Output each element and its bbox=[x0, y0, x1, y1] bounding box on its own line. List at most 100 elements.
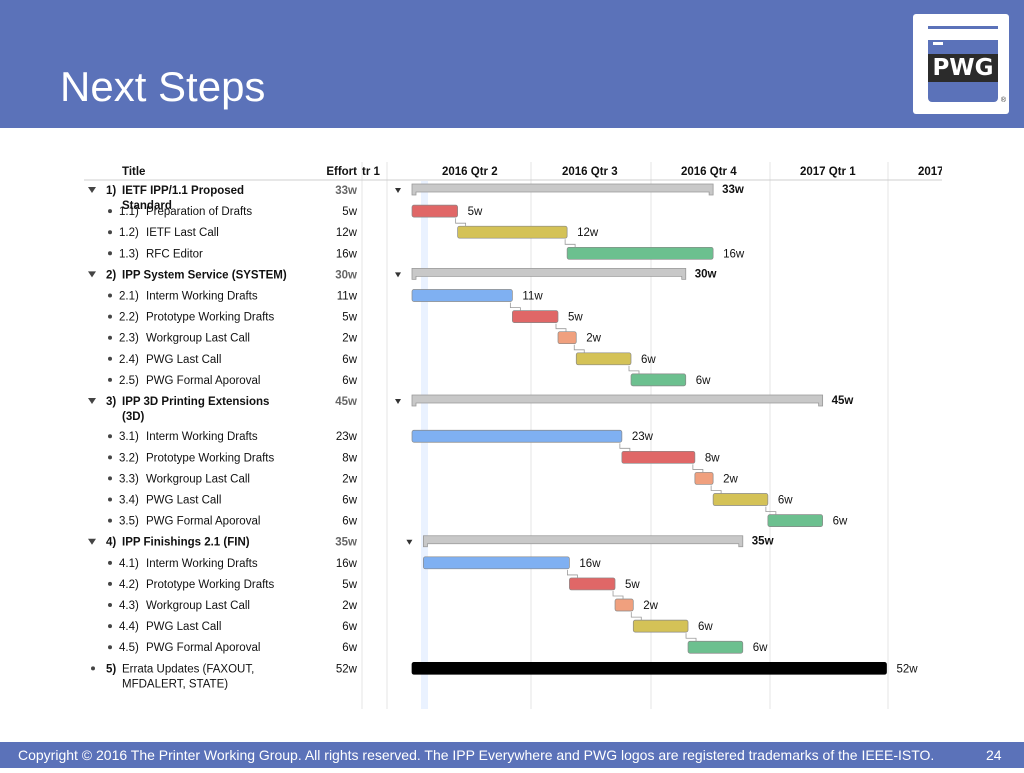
printer-slot-icon bbox=[933, 42, 943, 45]
task-number: 1) bbox=[106, 185, 116, 197]
summary-bar bbox=[411, 394, 824, 407]
disclosure-triangle-icon bbox=[88, 398, 96, 404]
task-bar bbox=[712, 493, 769, 506]
task-name: (3D) bbox=[122, 411, 145, 423]
printer-top-icon bbox=[928, 26, 998, 40]
task-name: PWG Last Call bbox=[146, 495, 221, 507]
task-number: 2.4) bbox=[119, 354, 139, 366]
dependency-arrow bbox=[765, 506, 777, 515]
task-effort: 5w bbox=[342, 206, 357, 218]
task-bar-label: 6w bbox=[833, 516, 848, 528]
task-name: Errata Updates (FAXOUT, bbox=[122, 663, 254, 675]
task-bar-label: 23w bbox=[632, 431, 654, 443]
task-bar bbox=[621, 450, 696, 464]
task-effort: 11w bbox=[337, 291, 358, 303]
bullet-icon bbox=[108, 560, 112, 565]
bullet-icon bbox=[108, 335, 112, 340]
bullet-icon bbox=[108, 356, 112, 361]
task-bar bbox=[569, 577, 616, 591]
dependency-arrow bbox=[710, 485, 722, 494]
task-number: 4.3) bbox=[119, 600, 139, 612]
logo-text: PWG bbox=[928, 54, 998, 82]
task-bar-label: 2w bbox=[643, 600, 658, 612]
task-name: Interm Working Drafts bbox=[146, 558, 258, 570]
task-number: 2.1) bbox=[119, 291, 139, 303]
task-bar bbox=[457, 225, 568, 239]
quarter-label: 2017 Qtr 1 bbox=[800, 166, 856, 178]
quarter-label: 2016 Qtr 4 bbox=[681, 166, 737, 178]
task-effort: 6w bbox=[342, 516, 357, 528]
task-bar-label: 16w bbox=[723, 248, 745, 260]
dependency-arrow bbox=[619, 443, 631, 452]
bullet-icon bbox=[108, 293, 112, 298]
summary-collapse-icon bbox=[395, 188, 401, 193]
task-name: Prototype Working Drafts bbox=[146, 312, 275, 324]
task-number: 1.2) bbox=[119, 227, 139, 239]
task-number: 1.3) bbox=[119, 248, 139, 260]
summary-bar bbox=[423, 535, 744, 548]
task-effort: 12w bbox=[336, 227, 358, 239]
task-number: 3.5) bbox=[119, 516, 139, 528]
task-bar bbox=[767, 514, 823, 527]
task-bar-label: 5w bbox=[568, 312, 583, 324]
task-bar bbox=[575, 352, 632, 366]
disclosure-triangle-icon bbox=[88, 271, 96, 278]
dependency-arrow bbox=[692, 464, 704, 473]
task-effort: 6w bbox=[342, 354, 357, 366]
task-number: 2.5) bbox=[119, 375, 139, 387]
page-number: 24 bbox=[986, 747, 1002, 763]
bullet-icon bbox=[108, 645, 112, 650]
slide-title: Next Steps bbox=[60, 63, 266, 110]
task-name: PWG Formal Aporoval bbox=[146, 642, 260, 654]
task-number: 2.3) bbox=[119, 333, 139, 345]
task-bar bbox=[566, 246, 714, 260]
task-effort: 45w bbox=[335, 396, 357, 408]
bullet-icon bbox=[108, 581, 112, 586]
task-number: 4.4) bbox=[119, 621, 139, 633]
task-bar-label: 6w bbox=[641, 354, 656, 366]
quarter-label: 2016 Qtr 3 bbox=[562, 166, 618, 178]
task-effort: 5w bbox=[342, 579, 357, 591]
disclosure-triangle-icon bbox=[88, 187, 96, 193]
summary-collapse-icon bbox=[406, 539, 413, 545]
task-bar-label: 5w bbox=[625, 579, 640, 591]
task-number: 4.1) bbox=[119, 558, 139, 570]
today-highlight bbox=[421, 181, 428, 709]
quarter-label: tr 1 bbox=[362, 166, 381, 178]
task-bar-label: 6w bbox=[778, 495, 793, 507]
task-bar-label: 6w bbox=[696, 375, 711, 387]
task-number: 3.1) bbox=[119, 431, 139, 443]
task-name: Workgroup Last Call bbox=[146, 333, 250, 345]
task-effort: 23w bbox=[336, 431, 358, 443]
task-name: Standard bbox=[122, 200, 172, 212]
quarter-label: 2016 Qtr 2 bbox=[442, 166, 498, 178]
task-number: 4.2) bbox=[119, 579, 139, 591]
task-bar-label: 5w bbox=[468, 206, 483, 218]
bullet-icon bbox=[108, 209, 112, 214]
task-name: MFDALERT, STATE) bbox=[122, 678, 228, 690]
pwg-logo: PWG ® bbox=[913, 14, 1009, 114]
task-name: Preparation of Drafts bbox=[146, 206, 252, 218]
task-number: 5) bbox=[106, 663, 116, 675]
bullet-icon bbox=[108, 377, 112, 382]
task-name: Prototype Working Drafts bbox=[146, 579, 275, 591]
quarter-label: 2017 bbox=[918, 166, 944, 178]
dependency-arrow bbox=[628, 365, 640, 374]
task-bar bbox=[411, 661, 887, 675]
bullet-icon bbox=[91, 666, 95, 671]
slide-header bbox=[0, 0, 1024, 128]
task-bar bbox=[694, 472, 714, 485]
task-bar-label: 12w bbox=[577, 227, 599, 239]
bullet-icon bbox=[108, 518, 112, 523]
task-name: Workgroup Last Call bbox=[146, 600, 250, 612]
task-effort: 16w bbox=[336, 558, 358, 570]
task-bar bbox=[630, 373, 687, 387]
task-number: 2) bbox=[106, 269, 116, 281]
dependency-arrow bbox=[630, 612, 642, 621]
task-number: 4) bbox=[106, 537, 116, 549]
chart-clip-mask bbox=[942, 160, 1024, 720]
task-name: Interm Working Drafts bbox=[146, 431, 258, 443]
summary-bar bbox=[411, 268, 687, 280]
